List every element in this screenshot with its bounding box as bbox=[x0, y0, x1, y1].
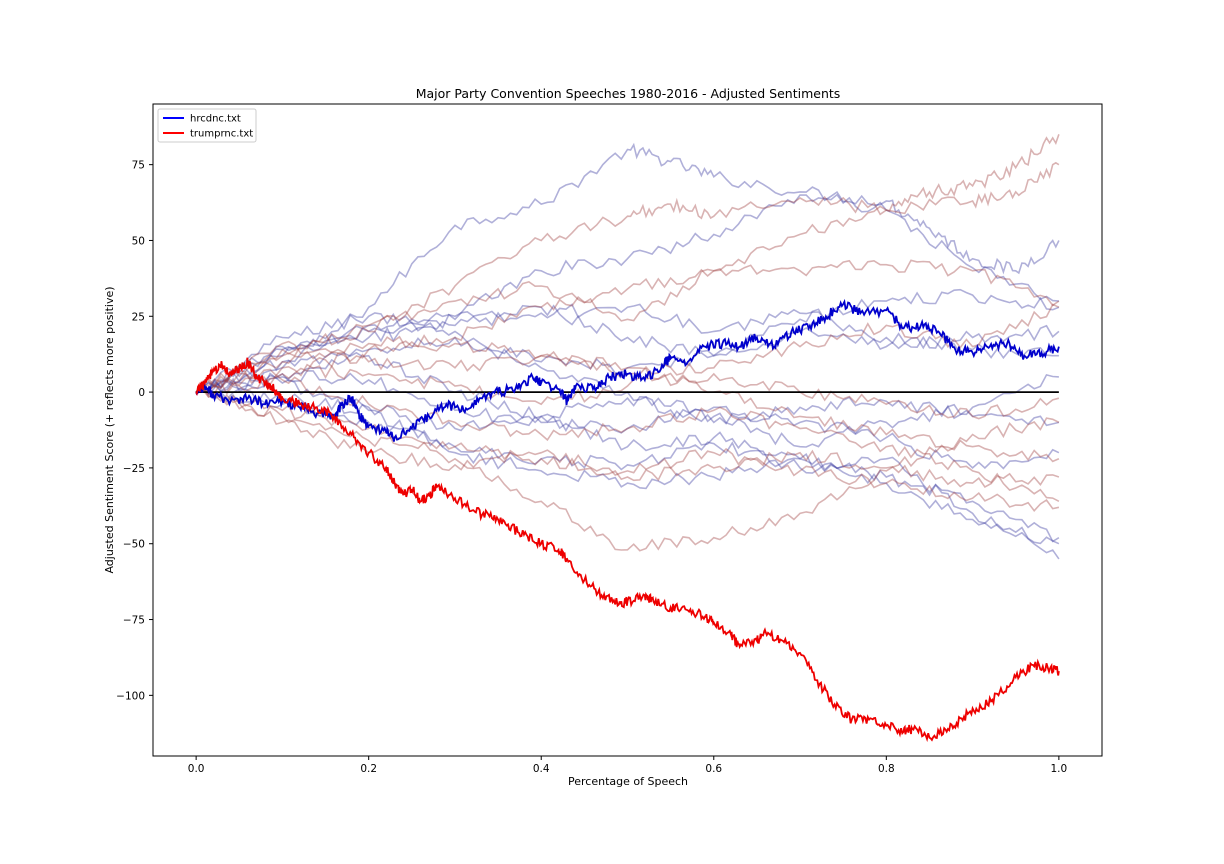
background-series-line bbox=[195, 142, 1060, 393]
background-series-line bbox=[195, 387, 1060, 552]
background-series-line bbox=[195, 351, 1060, 543]
y-tick-label: 0 bbox=[138, 387, 145, 399]
background-series-line bbox=[195, 369, 1060, 470]
background-series-line bbox=[195, 377, 1060, 432]
chart-title: Major Party Convention Speeches 1980-201… bbox=[416, 86, 841, 101]
background-series-line bbox=[195, 161, 1060, 393]
background-series-line bbox=[195, 374, 1060, 503]
y-tick-label: 50 bbox=[132, 235, 145, 247]
series-line-trumprnc-txt bbox=[195, 357, 1060, 743]
x-tick-label: 0.6 bbox=[705, 763, 722, 775]
x-tick-label: 0.0 bbox=[188, 763, 205, 775]
background-series-line bbox=[195, 388, 1060, 488]
legend-label-trumprnc: trumprnc.txt bbox=[190, 129, 253, 140]
plot-frame bbox=[152, 103, 1103, 757]
background-series-line bbox=[195, 288, 1060, 393]
background-series-line bbox=[195, 134, 1060, 393]
y-tick-label: −75 bbox=[123, 615, 145, 627]
background-series-line bbox=[195, 340, 1060, 463]
y-tick-label: −50 bbox=[123, 539, 145, 551]
background-series-line bbox=[195, 193, 1059, 393]
y-axis-ticks: 75 50 25 0 −25 −50 −75 −100 bbox=[116, 160, 153, 702]
y-tick-label: 75 bbox=[132, 160, 145, 172]
y-tick-label: 25 bbox=[132, 311, 145, 323]
background-series-line bbox=[195, 388, 1060, 512]
legend-label-hrcdnc: hrcdnc.txt bbox=[190, 114, 241, 125]
y-axis-label: Adjusted Sentiment Score (+ reflects mor… bbox=[103, 286, 116, 573]
y-tick-label: −100 bbox=[116, 690, 145, 702]
background-series-line bbox=[195, 363, 1060, 420]
background-series-line bbox=[195, 389, 1060, 560]
y-tick-label: −25 bbox=[123, 463, 145, 475]
x-tick-label: 0.4 bbox=[533, 763, 550, 775]
legend: hrcdnc.txt trumprnc.txt bbox=[157, 108, 257, 143]
series-line-hrcdnc-txt bbox=[195, 298, 1060, 442]
background-series-line bbox=[195, 259, 1060, 393]
highlight-series-group bbox=[195, 298, 1060, 743]
x-tick-label: 0.8 bbox=[878, 763, 895, 775]
background-series-line bbox=[195, 303, 1059, 393]
x-axis-label: Percentage of Speech bbox=[568, 775, 688, 788]
x-tick-label: 0.2 bbox=[360, 763, 377, 775]
background-series-line bbox=[195, 312, 1060, 393]
x-tick-label: 1.0 bbox=[1051, 763, 1068, 775]
x-axis-ticks: 0.0 0.2 0.4 0.6 0.8 1.0 bbox=[188, 756, 1067, 775]
